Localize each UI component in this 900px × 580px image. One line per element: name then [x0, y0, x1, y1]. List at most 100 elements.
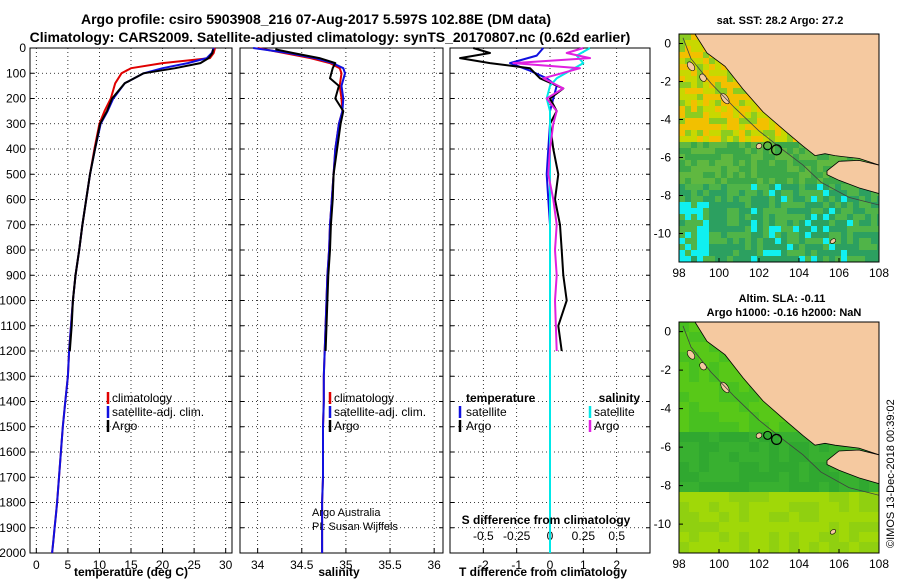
map-cell [685, 196, 692, 203]
map-x-tick-label: 102 [749, 557, 769, 571]
map-cell [769, 226, 776, 233]
map-cell [727, 184, 734, 191]
map-cell [859, 214, 866, 221]
map-cell [789, 542, 800, 553]
map-cell [685, 46, 692, 53]
map-cell [727, 172, 734, 179]
land-java [826, 449, 879, 485]
map-cell [679, 70, 686, 77]
map-cell [871, 244, 878, 251]
map-cell [865, 238, 872, 245]
map-cell [819, 512, 830, 523]
map-cell [819, 542, 830, 553]
map-cell [811, 196, 818, 203]
map-cell [715, 64, 722, 71]
map-cell [763, 112, 770, 119]
map-cell [829, 220, 836, 227]
map-cell [699, 492, 710, 503]
map-cell [805, 154, 812, 161]
map-cell [835, 184, 842, 191]
map-cell [729, 532, 740, 543]
map-cell [763, 160, 770, 167]
map-cell [793, 226, 800, 233]
map-cell [877, 226, 879, 233]
map-cell [715, 184, 722, 191]
map-cell [799, 452, 810, 463]
map-cell [823, 184, 830, 191]
depth-axis: 0 100 200 300 400 500 600 700 800 900 1000 1100 1200… [0, 41, 26, 560]
map-cell [811, 232, 818, 239]
map-cell [709, 142, 716, 149]
map-cell [679, 166, 686, 173]
map-cell [787, 148, 794, 155]
map-cell [739, 160, 746, 167]
map-cell [685, 82, 692, 89]
map-cell [751, 202, 758, 209]
map-cell [697, 64, 704, 71]
map-cell [757, 154, 764, 161]
map-cell [691, 76, 698, 83]
map-cell [839, 492, 850, 503]
map-cell [793, 220, 800, 227]
map-cell [841, 226, 848, 233]
map-cell [715, 208, 722, 215]
map-cell [849, 552, 860, 553]
map-cell [751, 106, 758, 113]
map-cell [739, 412, 750, 423]
map-cell [703, 148, 710, 155]
map-cell [823, 178, 830, 185]
map-cell [703, 70, 710, 77]
map-cell [865, 232, 872, 239]
map-cell [739, 244, 746, 251]
map-cell [699, 522, 710, 533]
map-cell [703, 58, 710, 65]
map-cell [727, 124, 734, 131]
depth-tick-label: 1800 [0, 496, 26, 510]
map-cell [679, 196, 686, 203]
map-cell [745, 238, 752, 245]
map-cell [689, 342, 700, 353]
map-cell [823, 226, 830, 233]
map-cell [697, 58, 704, 65]
map-cell [727, 148, 734, 155]
map-cell [721, 112, 728, 119]
map-cell [719, 362, 730, 373]
map-cell [799, 226, 806, 233]
map-cell [745, 166, 752, 173]
map-cell [709, 362, 720, 373]
map-cell [751, 232, 758, 239]
map-cell [709, 372, 720, 383]
map-cell [799, 154, 806, 161]
map-cell [751, 136, 758, 143]
map-cell [871, 196, 878, 203]
map-cell [689, 432, 700, 443]
map-cell [709, 238, 716, 245]
map-cell [781, 196, 788, 203]
map-cell [779, 502, 790, 513]
map-cell [721, 136, 728, 143]
map-cell [805, 184, 812, 191]
map-cell [769, 552, 780, 553]
map-cell [781, 214, 788, 221]
map-cell [789, 432, 800, 443]
map-cell [805, 148, 812, 155]
map-cell [733, 226, 740, 233]
map-cell [849, 542, 860, 553]
map-cell [703, 232, 710, 239]
map-x-tick-label: 100 [709, 557, 729, 571]
map-cell [789, 492, 800, 503]
map-cell [715, 178, 722, 185]
map-cell [709, 154, 716, 161]
sla-map-title: Altim. SLA: -0.11 [739, 293, 826, 305]
map-cell [697, 46, 704, 53]
map-cell [721, 142, 728, 149]
map-cell [685, 40, 692, 47]
map-cell [733, 232, 740, 239]
map-cell [835, 232, 842, 239]
map-cell [697, 82, 704, 89]
map-cell [793, 142, 800, 149]
map-cell [739, 232, 746, 239]
map-cell [715, 124, 722, 131]
map-cell [679, 532, 690, 543]
map-cell [781, 136, 788, 143]
